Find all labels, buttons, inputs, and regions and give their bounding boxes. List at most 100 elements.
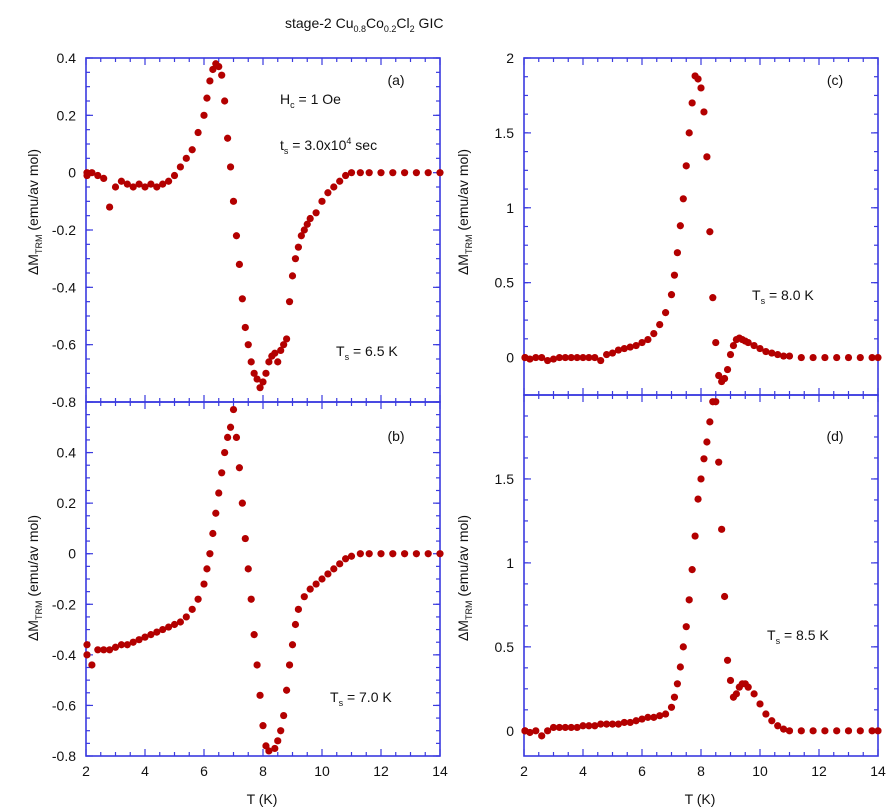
x-tick-label: 12 (811, 763, 827, 779)
data-point (235, 260, 243, 268)
y-tick-label: 1 (506, 555, 514, 571)
data-point (567, 353, 575, 362)
data-point (650, 713, 658, 721)
data-point (342, 171, 350, 180)
y-tick-label: 0 (506, 350, 514, 366)
data-point (709, 294, 717, 302)
data-point (780, 352, 788, 360)
data-point (221, 97, 229, 105)
data-point (153, 183, 161, 191)
y-tick-label: -0.2 (52, 596, 76, 612)
data-point (682, 623, 690, 631)
data-point (703, 153, 711, 161)
data-point (117, 177, 125, 185)
data-point (700, 108, 708, 116)
data-point (670, 271, 679, 279)
data-point (797, 727, 805, 735)
data-point (235, 464, 243, 472)
data-point (614, 720, 623, 728)
data-point (241, 534, 249, 543)
y-tick-label: -0.2 (52, 222, 76, 238)
data-point (271, 744, 279, 753)
data-point (312, 580, 320, 588)
x-tick-label: 8 (259, 763, 267, 779)
data-point (165, 623, 173, 631)
data-point (229, 405, 238, 414)
y-tick-label: 0.5 (495, 275, 515, 291)
y-axis-label-c: ΔMTRM (emu/av mol) (455, 149, 474, 275)
data-point (129, 183, 137, 191)
data-point (253, 375, 261, 383)
data-point (762, 710, 770, 718)
data-point (336, 177, 344, 185)
data-point (662, 309, 670, 317)
data-point (703, 438, 711, 446)
data-point (176, 618, 184, 626)
data-point (347, 552, 356, 560)
field-annotation: Hc = 1 Oe (280, 91, 341, 110)
data-point (135, 180, 143, 188)
data-point (159, 625, 167, 634)
panel-label: (b) (387, 428, 404, 444)
data-point (123, 641, 131, 649)
data-point (259, 722, 267, 730)
data-point (294, 605, 302, 613)
data-point (732, 690, 741, 698)
data-point (424, 169, 432, 177)
data-point (342, 555, 350, 563)
data-point (691, 532, 699, 540)
data-point (585, 722, 593, 730)
panel-label: (c) (827, 72, 843, 88)
data-point (294, 243, 302, 251)
data-point (277, 346, 285, 354)
data-point (88, 661, 96, 669)
data-point (555, 353, 564, 362)
data-point (232, 232, 241, 240)
data-point (591, 353, 599, 362)
y-tick-label: 0.4 (57, 445, 77, 461)
x-tick-label: 4 (579, 763, 587, 779)
y-axis-label-b: ΔMTRM (emu/av mol) (25, 515, 44, 641)
data-point (785, 727, 794, 735)
time-annotation: ts = 3.0x104 sec (280, 136, 377, 156)
data-point (318, 197, 326, 205)
data-point (700, 455, 708, 463)
data-point (285, 661, 294, 669)
data-point (389, 169, 397, 177)
data-point (206, 550, 214, 558)
data-point (676, 663, 684, 671)
data-point (780, 725, 788, 733)
data-point (188, 605, 196, 613)
plot-frame (523, 57, 879, 396)
x-tick-label: 14 (870, 763, 886, 779)
data-point (603, 350, 611, 359)
data-point (238, 295, 246, 303)
x-tick-label: 8 (697, 763, 705, 779)
data-point (597, 356, 605, 365)
data-point (106, 203, 114, 211)
data-point (718, 525, 726, 533)
data-point (324, 570, 332, 578)
data-point (306, 585, 314, 593)
data-point (412, 550, 420, 558)
data-point (215, 63, 223, 71)
data-point (188, 146, 196, 154)
data-point (280, 711, 288, 720)
data-point (555, 723, 564, 732)
data-point (256, 384, 264, 392)
data-point (670, 693, 679, 701)
data-point (726, 350, 735, 359)
data-point (768, 349, 776, 357)
figure-title: stage-2 Cu0.8Co0.2Cl2 GIC (285, 15, 443, 34)
data-point (544, 727, 552, 735)
plot-frame (523, 394, 879, 757)
data-point (768, 717, 776, 725)
data-point (644, 713, 652, 721)
data-point (573, 353, 581, 362)
data-point (123, 180, 131, 188)
data-point (291, 255, 300, 263)
data-point (271, 349, 279, 357)
data-point (330, 183, 338, 191)
data-point (356, 550, 364, 558)
